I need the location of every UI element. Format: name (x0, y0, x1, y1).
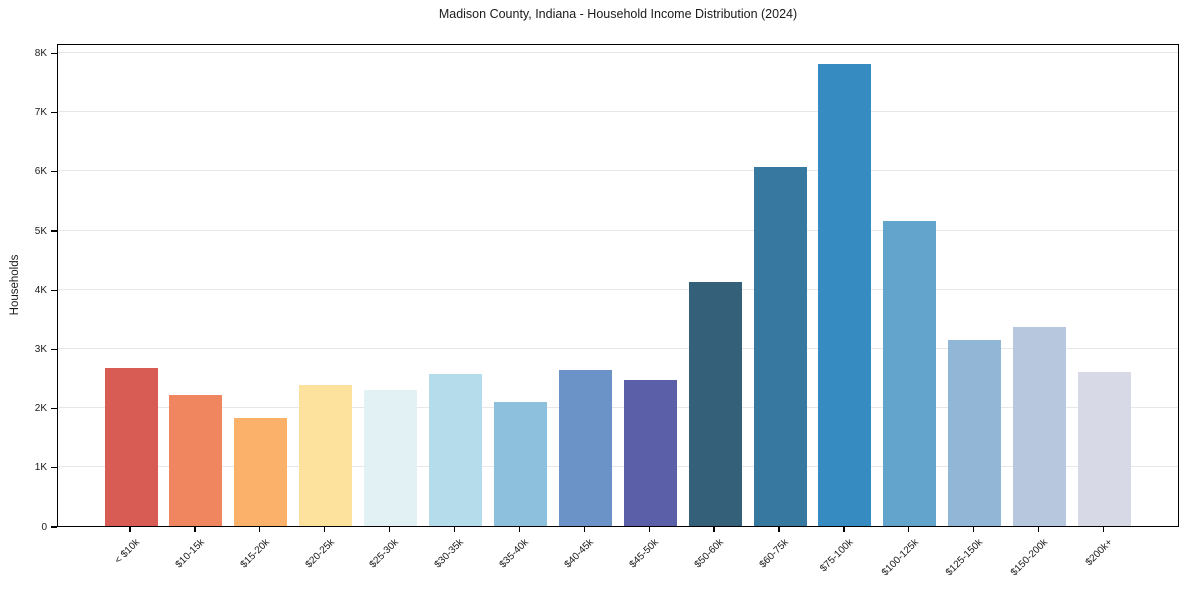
x-tick-label: < $10k (112, 537, 142, 567)
x-tick-label: $75-100k (818, 537, 856, 575)
y-tick-mark (51, 407, 57, 410)
x-tick-label: $125-150k (944, 537, 986, 579)
y-tick-label: 0 (41, 521, 47, 533)
x-tick-mark (388, 527, 391, 532)
chart-title: Madison County, Indiana - Household Inco… (438, 7, 798, 21)
bar-$50-60k (688, 282, 742, 526)
y-tick-mark (51, 348, 57, 351)
y-tick-label: 1K (34, 462, 47, 474)
x-tick-label: $15-20k (238, 537, 272, 571)
gridline (58, 288, 1178, 290)
x-tick-mark (453, 527, 456, 532)
bar-$20-25k (299, 384, 353, 526)
gridline (58, 407, 1178, 409)
bar-$150-200k (1013, 327, 1067, 526)
y-tick-label: 3K (34, 343, 47, 355)
x-tick-label: $60-75k (757, 537, 791, 571)
bar-< $10k (104, 367, 158, 526)
gridline (58, 466, 1178, 468)
x-tick-label: $10-15k (173, 537, 207, 571)
bar-$25-30k (364, 389, 418, 526)
bar-$60-75k (753, 166, 807, 526)
x-tick-label: $150-200k (1009, 537, 1051, 579)
x-tick-mark (583, 527, 585, 532)
bar-$35-40k (493, 402, 547, 526)
bar-$45-50k (623, 379, 677, 526)
gridline (58, 170, 1178, 172)
x-tick-mark (648, 527, 650, 532)
x-tick-mark (1102, 527, 1105, 532)
gridline (58, 51, 1178, 53)
x-tick-mark (259, 527, 261, 532)
gridline (58, 111, 1178, 113)
x-tick-label: $50-60k (692, 537, 726, 571)
bar-$100-125k (883, 221, 937, 526)
x-tick-mark (843, 527, 845, 532)
bar-$30-35k (429, 373, 482, 526)
x-tick-label: $45-50k (627, 537, 661, 571)
y-tick-mark (51, 467, 57, 469)
x-tick-label: $200k+ (1084, 537, 1116, 569)
bar-$10-15k (169, 395, 223, 526)
x-tick-label: $20-25k (303, 537, 337, 571)
x-tick-label: $40-45k (562, 537, 597, 571)
bar-$40-45k (558, 369, 612, 526)
x-tick-mark (713, 527, 715, 532)
x-tick-mark (129, 527, 131, 532)
x-tick-label: $35-40k (497, 537, 532, 571)
y-tick-mark (51, 526, 57, 528)
y-tick-label: 5K (34, 225, 47, 237)
y-tick-label: 4K (34, 284, 47, 296)
x-tick-label: $30-35k (432, 537, 467, 571)
y-tick-label: 7K (34, 107, 47, 119)
y-tick-mark (51, 171, 57, 173)
y-tick-label: 2K (34, 403, 47, 415)
y-tick-mark (51, 289, 57, 291)
y-tick-mark (51, 230, 57, 232)
y-tick-mark (51, 52, 57, 55)
x-tick-label: $25-30k (368, 537, 402, 571)
x-tick-mark (324, 527, 326, 532)
y-tick-mark (51, 112, 57, 114)
x-tick-mark (973, 527, 975, 532)
bar-$125-150k (948, 340, 1002, 526)
x-tick-mark (778, 527, 780, 532)
bar-$75-100k (818, 64, 872, 526)
x-tick-label: $100-125k (879, 537, 921, 579)
plot-area (57, 44, 1179, 527)
gridline (58, 347, 1178, 349)
x-tick-mark (908, 527, 910, 532)
y-tick-label: 6K (34, 166, 47, 178)
x-tick-mark (194, 527, 196, 532)
y-tick-label: 8K (34, 47, 47, 59)
x-tick-mark (1037, 527, 1040, 532)
bar-$200k+ (1078, 372, 1131, 526)
x-tick-mark (518, 527, 521, 532)
gridline (58, 229, 1178, 231)
bar-$15-20k (234, 417, 288, 526)
